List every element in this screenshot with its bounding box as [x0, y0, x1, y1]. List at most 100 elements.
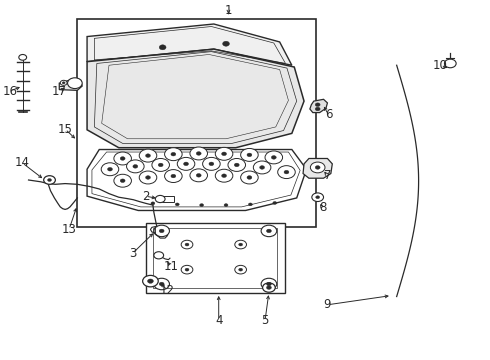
Circle shape: [261, 225, 277, 237]
Circle shape: [221, 174, 226, 177]
Circle shape: [120, 157, 125, 160]
Circle shape: [133, 165, 138, 168]
Circle shape: [184, 162, 189, 166]
Text: 3: 3: [129, 247, 136, 260]
Circle shape: [155, 195, 165, 203]
Circle shape: [101, 163, 119, 176]
Circle shape: [158, 163, 163, 167]
Circle shape: [171, 174, 176, 178]
Circle shape: [185, 243, 189, 246]
Circle shape: [139, 171, 157, 184]
Circle shape: [315, 166, 320, 169]
Circle shape: [139, 149, 157, 162]
Circle shape: [114, 152, 131, 165]
Circle shape: [239, 268, 243, 271]
Text: 1: 1: [225, 4, 232, 17]
Circle shape: [200, 204, 203, 207]
Circle shape: [196, 152, 201, 155]
Circle shape: [273, 202, 277, 204]
Circle shape: [181, 240, 193, 249]
Circle shape: [181, 265, 193, 274]
Text: 4: 4: [215, 314, 222, 327]
Text: 14: 14: [15, 156, 30, 169]
Circle shape: [247, 153, 252, 157]
Text: 6: 6: [325, 108, 332, 121]
Circle shape: [171, 152, 176, 156]
Circle shape: [175, 203, 179, 206]
Circle shape: [159, 282, 164, 286]
Circle shape: [165, 148, 182, 161]
Circle shape: [151, 202, 155, 205]
Circle shape: [165, 170, 182, 183]
Text: 17: 17: [52, 85, 67, 98]
Bar: [77, 19, 316, 226]
Circle shape: [312, 193, 323, 202]
Circle shape: [19, 54, 26, 60]
Circle shape: [261, 278, 277, 290]
Circle shape: [265, 151, 283, 164]
Circle shape: [177, 157, 195, 170]
Circle shape: [228, 158, 245, 171]
Circle shape: [154, 278, 170, 290]
Circle shape: [143, 275, 158, 287]
Circle shape: [44, 176, 55, 184]
Circle shape: [209, 162, 214, 166]
Circle shape: [260, 166, 265, 169]
Circle shape: [62, 82, 65, 84]
Text: 9: 9: [324, 298, 331, 311]
Circle shape: [267, 286, 271, 289]
Circle shape: [147, 279, 153, 283]
Text: 13: 13: [62, 223, 76, 236]
Circle shape: [190, 147, 207, 160]
Circle shape: [120, 179, 125, 183]
Polygon shape: [310, 99, 327, 113]
Text: 12: 12: [160, 284, 175, 297]
Circle shape: [114, 174, 131, 187]
Circle shape: [315, 103, 320, 107]
Circle shape: [239, 243, 243, 246]
Text: 7: 7: [324, 169, 331, 182]
Circle shape: [185, 268, 189, 271]
Circle shape: [241, 171, 258, 184]
Circle shape: [263, 283, 275, 292]
Circle shape: [278, 166, 295, 179]
Bar: [162, 197, 174, 202]
Circle shape: [159, 229, 164, 233]
Polygon shape: [87, 149, 306, 211]
Circle shape: [215, 169, 233, 182]
Circle shape: [248, 203, 252, 206]
Circle shape: [68, 78, 82, 89]
Text: 16: 16: [2, 85, 18, 98]
Circle shape: [241, 148, 258, 161]
Text: 11: 11: [164, 260, 179, 273]
Text: 10: 10: [433, 59, 448, 72]
Bar: [153, 228, 277, 288]
Circle shape: [271, 156, 276, 159]
Circle shape: [235, 240, 246, 249]
Text: 2: 2: [142, 190, 149, 203]
Polygon shape: [87, 24, 292, 65]
Circle shape: [267, 282, 271, 286]
Circle shape: [60, 80, 67, 85]
Circle shape: [284, 170, 289, 174]
Circle shape: [146, 154, 150, 157]
Circle shape: [315, 107, 320, 111]
Text: 15: 15: [58, 122, 73, 136]
Circle shape: [152, 158, 170, 171]
Circle shape: [310, 162, 325, 173]
Text: 8: 8: [319, 202, 326, 215]
Text: 5: 5: [261, 314, 269, 327]
Circle shape: [203, 157, 220, 170]
Circle shape: [126, 160, 144, 173]
Polygon shape: [303, 158, 332, 178]
Polygon shape: [87, 49, 304, 148]
Circle shape: [146, 176, 150, 179]
Circle shape: [215, 147, 233, 160]
Circle shape: [196, 174, 201, 177]
Circle shape: [234, 163, 239, 167]
Circle shape: [190, 169, 207, 182]
Circle shape: [107, 167, 112, 171]
Circle shape: [247, 176, 252, 179]
Polygon shape: [59, 79, 82, 90]
Circle shape: [154, 225, 170, 237]
